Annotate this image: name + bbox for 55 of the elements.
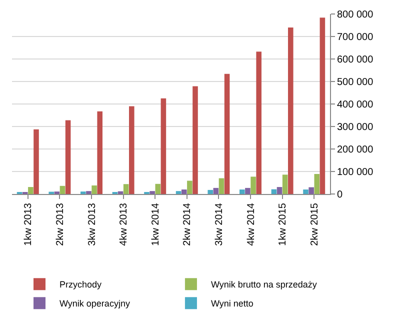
bar xyxy=(224,74,230,194)
bar xyxy=(181,190,187,194)
x-tick-label: 2kw 2014 xyxy=(182,202,194,246)
bar xyxy=(92,185,97,194)
x-tick-label: 2kw 2015 xyxy=(309,202,320,246)
y-tick-label: 300 000 xyxy=(337,122,374,133)
bar xyxy=(34,129,39,194)
y-tick-label: 0 xyxy=(337,190,343,200)
x-tick-label: 1kw 2014 xyxy=(150,202,162,246)
x-tick-label: 1kw 2013 xyxy=(23,202,34,246)
bar xyxy=(123,184,129,194)
y-tick-label: 100 000 xyxy=(337,167,374,178)
x-tick-label: 2kw 2013 xyxy=(54,202,66,246)
bar xyxy=(97,111,102,194)
y-tick-label: 600 000 xyxy=(337,54,374,66)
bar xyxy=(160,98,166,194)
bar xyxy=(176,191,182,194)
y-tick-label: 800 000 xyxy=(337,10,374,20)
bar xyxy=(218,178,224,194)
bar xyxy=(150,191,155,194)
bar xyxy=(192,86,198,194)
bar xyxy=(60,186,66,194)
y-tick-label: 700 000 xyxy=(337,32,374,43)
bar xyxy=(187,180,192,194)
bar xyxy=(213,188,219,194)
y-tick-label: 500 000 xyxy=(337,77,374,88)
x-tick-label: 4kw 2014 xyxy=(246,202,257,246)
bar xyxy=(240,190,245,194)
bar xyxy=(129,106,134,194)
bar xyxy=(155,184,161,194)
bar xyxy=(276,187,282,194)
bar xyxy=(250,176,256,194)
bar xyxy=(288,28,294,194)
bar xyxy=(65,120,71,194)
legend-label: Wynik brutto na sprzedaży xyxy=(210,280,318,290)
bar xyxy=(86,191,92,194)
x-tick-label: 1kw 2015 xyxy=(278,202,289,246)
bar xyxy=(320,18,326,194)
x-tick-label: 3kw 2014 xyxy=(214,202,225,246)
bar xyxy=(271,189,277,194)
bar xyxy=(256,52,262,194)
bar xyxy=(314,174,320,194)
legend-label: Przychody xyxy=(60,280,102,290)
bar xyxy=(282,174,288,194)
bar xyxy=(303,190,308,194)
legend-label: Wyni netto xyxy=(210,298,254,309)
bar xyxy=(28,187,34,194)
legend-label: Wynik operacyjny xyxy=(60,298,130,309)
bar xyxy=(208,190,213,194)
bar xyxy=(308,187,314,194)
x-tick-label: 4kw 2013 xyxy=(118,202,130,246)
x-tick-label: 3kw 2013 xyxy=(86,202,98,246)
y-tick-label: 200 000 xyxy=(337,144,374,156)
y-tick-label: 400 000 xyxy=(337,100,374,110)
bar xyxy=(245,188,250,194)
